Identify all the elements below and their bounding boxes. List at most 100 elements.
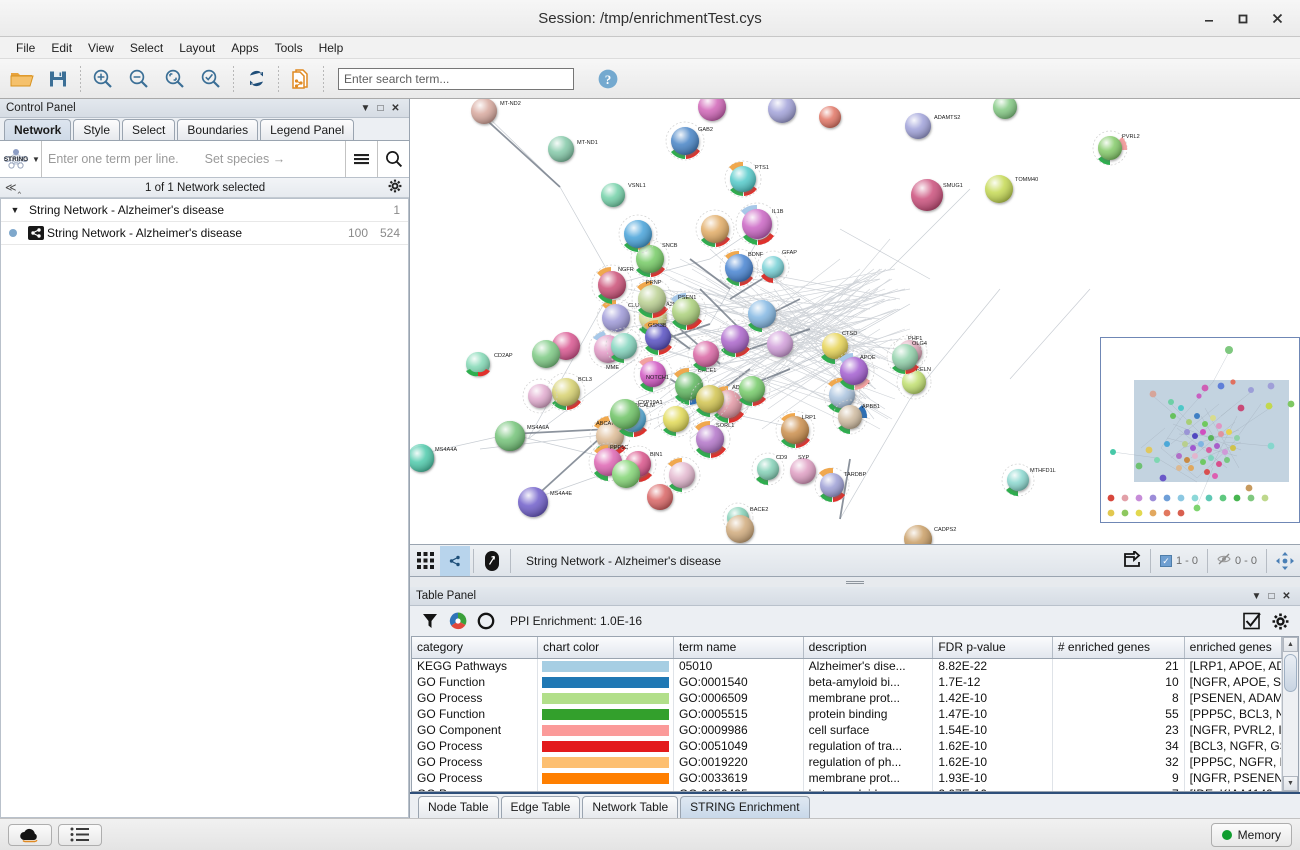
tab-legend-panel[interactable]: Legend Panel	[260, 119, 355, 140]
node-TARDBP: TARDBP	[814, 467, 867, 503]
grid-layout-icon[interactable]	[410, 546, 440, 576]
tree-group-row[interactable]: ▼ String Network - Alzheimer's disease 1	[1, 199, 408, 222]
table-row[interactable]: GO Process GO:0033619 membrane prot... 1.93…	[412, 770, 1282, 786]
filter-icon[interactable]	[416, 608, 444, 634]
table-row[interactable]: GO Function GO:0001540 beta-amyloid bi... 1…	[412, 674, 1282, 690]
settings-gear-icon[interactable]	[388, 179, 409, 196]
col-enriched-genes[interactable]: enriched genes	[1184, 637, 1282, 659]
select-all-icon[interactable]	[1238, 608, 1266, 634]
control-panel-close-icon[interactable]: ✕	[391, 102, 400, 114]
string-term-input[interactable]: Enter one term per line. Set species →	[42, 141, 345, 177]
selected-nodes-counter[interactable]: ✓ 1 - 0	[1154, 554, 1204, 567]
tab-select[interactable]: Select	[122, 119, 176, 140]
refresh-icon[interactable]	[238, 62, 274, 96]
maximize-button[interactable]	[1226, 4, 1260, 34]
minimize-button[interactable]	[1192, 4, 1226, 34]
col-enriched-count[interactable]: # enriched genes	[1052, 637, 1185, 659]
collapse-all-icon[interactable]: ≪‸	[5, 182, 23, 194]
node-OLG4: OLG4	[886, 338, 927, 376]
scroll-down-arrow[interactable]: ▼	[1283, 776, 1298, 791]
menu-select[interactable]: Select	[129, 40, 164, 55]
zoom-out-icon[interactable]	[121, 62, 157, 96]
table-row[interactable]: GO Process GO:0006509 membrane prot... 1.42…	[412, 690, 1282, 706]
tab-edge-table[interactable]: Edge Table	[500, 796, 581, 818]
menu-apps[interactable]: Apps	[231, 40, 259, 55]
export-network-icon[interactable]	[283, 62, 319, 96]
network-overview-panel[interactable]	[1100, 337, 1300, 523]
scroll-up-arrow[interactable]: ▲	[1283, 637, 1298, 652]
enrichment-table[interactable]: category chart color term name descripti…	[411, 636, 1299, 792]
col-chart-color[interactable]: chart color	[537, 637, 674, 659]
tree-child-row[interactable]: String Network - Alzheimer's disease 100…	[1, 222, 408, 245]
toolbar-separator-3	[278, 65, 279, 92]
tab-network-table[interactable]: Network Table	[582, 796, 679, 818]
set-species-link[interactable]: Set species →	[204, 152, 286, 166]
memory-indicator[interactable]: Memory	[1210, 822, 1292, 847]
network-canvas[interactable]: MT-ND2 MT-ND1 VSNL1 CD2AP MS4A4A MS4A6A	[410, 99, 1300, 545]
export-image-icon[interactable]	[1117, 546, 1147, 576]
col-category[interactable]: category	[412, 637, 539, 659]
expand-triangle-icon[interactable]: ▼	[10, 205, 20, 215]
hamburger-menu-icon[interactable]	[345, 141, 377, 177]
menu-help[interactable]: Help	[318, 40, 344, 55]
string-logo-dropdown[interactable]: STRING ▼	[0, 141, 42, 177]
table-panel-close-icon[interactable]: ✕	[1282, 590, 1291, 602]
tab-boundaries[interactable]: Boundaries	[177, 119, 259, 140]
menu-edit[interactable]: Edit	[51, 40, 73, 55]
cell-description: Alzheimer's dise...	[803, 658, 934, 674]
fit-content-icon[interactable]	[1270, 546, 1300, 576]
node-MT-ND1: MT-ND1	[548, 136, 598, 162]
table-row[interactable]: GO Function GO:0005515 protein binding 1.47…	[412, 706, 1282, 722]
table-panel-dropdown-icon[interactable]: ▼	[1251, 590, 1262, 602]
tab-style[interactable]: Style	[73, 119, 121, 140]
zoom-selected-icon[interactable]	[193, 62, 229, 96]
table-panel-float-icon[interactable]: □	[1268, 590, 1275, 602]
viewport-rectangle[interactable]	[1134, 380, 1289, 482]
annotation-icon[interactable]	[477, 546, 507, 576]
search-icon[interactable]	[377, 141, 409, 177]
cell-fdr-pvalue: 2.07E-10	[932, 786, 1053, 791]
tab-string-enrichment[interactable]: STRING Enrichment	[680, 796, 810, 818]
network-graph[interactable]: MT-ND2 MT-ND1 VSNL1 CD2AP MS4A4A MS4A6A	[410, 99, 1300, 545]
cell-fdr-pvalue: 1.93E-10	[932, 770, 1053, 786]
tab-network[interactable]: Network	[4, 119, 72, 140]
open-folder-icon[interactable]	[4, 62, 40, 96]
chart-color-icon[interactable]	[444, 608, 472, 634]
control-panel-dropdown-icon[interactable]: ▼	[360, 102, 371, 114]
donut-icon[interactable]	[472, 608, 500, 634]
horizontal-splitter[interactable]	[410, 577, 1300, 587]
settings-gear-icon[interactable]	[1266, 608, 1294, 634]
string-network-icon[interactable]	[440, 545, 470, 576]
edge-hidden-icon	[1217, 552, 1231, 569]
help-icon[interactable]: ?	[590, 62, 626, 96]
table-row[interactable]: GO Process GO:0051049 regulation of tra...…	[412, 738, 1282, 754]
menu-tools[interactable]: Tools	[274, 40, 303, 55]
search-input[interactable]: Enter search term...	[338, 67, 574, 90]
col-description[interactable]: description	[803, 637, 934, 659]
svg-text:CLU: CLU	[628, 303, 639, 309]
table-row[interactable]: GO Component GO:0009986 cell surface 1.54E-…	[412, 722, 1282, 738]
node-cluster-b	[690, 379, 730, 419]
svg-text:PRNP: PRNP	[646, 280, 662, 286]
table-vertical-scrollbar[interactable]: ▲ ▼	[1282, 637, 1298, 791]
col-term-name[interactable]: term name	[673, 637, 804, 659]
col-fdr-pvalue[interactable]: FDR p-value	[932, 637, 1053, 659]
selected-edges-counter[interactable]: 0 - 0	[1211, 552, 1263, 569]
close-button[interactable]	[1260, 4, 1294, 34]
color-swatch	[542, 740, 669, 752]
zoom-fit-icon[interactable]	[157, 62, 193, 96]
table-row[interactable]: GO Process GO:0019220 regulation of ph... 1…	[412, 754, 1282, 770]
scrollbar-thumb[interactable]	[1284, 654, 1297, 692]
save-icon[interactable]	[40, 62, 76, 96]
control-panel-float-icon[interactable]: □	[377, 102, 384, 114]
table-row[interactable]: GO Process GO:0050435beta-amyloid m...2.0…	[412, 786, 1282, 791]
zoom-in-icon[interactable]	[85, 62, 121, 96]
menu-layout[interactable]: Layout	[179, 40, 216, 55]
list-icon[interactable]	[58, 823, 102, 846]
menu-file[interactable]: File	[16, 40, 36, 55]
menu-view[interactable]: View	[88, 40, 114, 55]
tab-node-table[interactable]: Node Table	[418, 796, 499, 818]
table-row[interactable]: KEGG Pathways 05010 Alzheimer's dise... 8.8…	[412, 658, 1282, 674]
cloud-icon[interactable]	[8, 823, 52, 846]
svg-text:SORL1: SORL1	[716, 423, 734, 429]
